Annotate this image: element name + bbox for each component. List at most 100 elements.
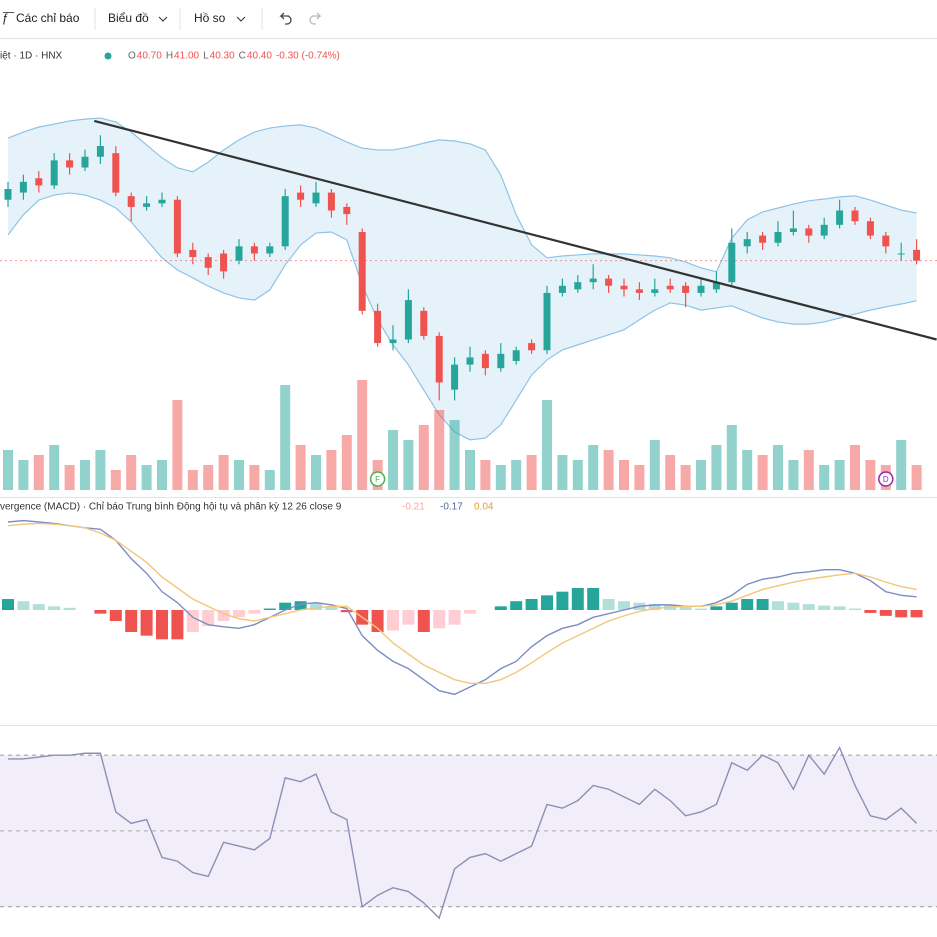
candle-body xyxy=(297,192,305,200)
candle-body xyxy=(789,228,797,232)
macd-histogram-bar xyxy=(510,601,523,610)
macd-histogram-bar xyxy=(772,601,784,610)
macd-histogram-bar xyxy=(125,610,138,632)
candle-body xyxy=(220,253,228,272)
ohlc-key: H xyxy=(166,51,173,62)
signal-value: 0.04 xyxy=(474,502,494,513)
macd-histogram-bar xyxy=(387,610,399,631)
volume-bar xyxy=(280,385,291,490)
macd-histogram-bar xyxy=(156,610,168,640)
macd-histogram-bar xyxy=(556,591,569,610)
toolbar-profile[interactable]: Hồ so xyxy=(194,11,226,25)
macd-histogram-bar xyxy=(417,610,430,632)
chevron[interactable] xyxy=(236,16,246,22)
macd-histogram-bar xyxy=(910,610,923,618)
macd-histogram-bar xyxy=(248,610,261,614)
macd-histogram-bar xyxy=(756,599,769,610)
redo[interactable] xyxy=(309,12,322,25)
candle-body xyxy=(512,350,520,361)
candle-body xyxy=(897,253,905,255)
candle-body xyxy=(697,285,705,293)
toolbar-chart[interactable]: Biểu đồ xyxy=(108,11,149,25)
macd-histogram-bar xyxy=(310,602,322,610)
ohlc-key: C xyxy=(239,51,246,62)
volume-bar xyxy=(480,460,491,490)
candle-body xyxy=(635,289,643,293)
ohlc-value: 40.40 xyxy=(247,51,272,62)
volume-bar xyxy=(896,440,907,490)
volume-bar xyxy=(172,400,183,490)
ohlc-key: L xyxy=(203,51,209,62)
volume-bar xyxy=(234,460,244,490)
bollinger-upper xyxy=(7,117,917,273)
candle-body xyxy=(820,224,828,236)
volume-bar xyxy=(726,425,737,490)
volume-bar xyxy=(49,445,60,490)
volume-bar xyxy=(33,455,44,490)
macd-histogram-bar xyxy=(217,610,230,621)
candle-body xyxy=(805,228,813,236)
volume-bar xyxy=(3,450,13,490)
volume-bar xyxy=(757,455,768,490)
candle-body xyxy=(851,210,859,222)
volume-bar xyxy=(434,410,445,490)
toolbar xyxy=(0,0,937,38)
event-marker xyxy=(369,471,386,487)
volume-bar xyxy=(249,465,260,490)
chevron[interactable] xyxy=(158,16,168,22)
macd-histogram-bar xyxy=(679,607,692,610)
candle-body xyxy=(19,181,27,193)
candle-body xyxy=(651,289,659,293)
candle-body xyxy=(528,343,536,351)
trendline xyxy=(93,119,937,341)
volume-bar xyxy=(341,435,352,490)
candle-body xyxy=(327,192,335,211)
candle-body xyxy=(743,239,751,247)
rsi-line xyxy=(8,745,918,920)
volume-bar xyxy=(64,465,75,490)
macd-line xyxy=(7,519,917,696)
macd-histogram-bar xyxy=(48,606,61,610)
macd-histogram-bar xyxy=(263,608,276,610)
volume-bar xyxy=(80,460,90,490)
volume-bar xyxy=(865,460,876,490)
candle-body xyxy=(343,206,351,215)
volume-bar xyxy=(572,460,583,490)
candle-body xyxy=(81,156,89,168)
volume-bar xyxy=(742,450,753,490)
macd-histogram-bar xyxy=(879,610,892,616)
macd-histogram-bar xyxy=(464,610,476,614)
candle-body xyxy=(574,282,582,290)
volume-bar xyxy=(311,455,321,490)
volume-bar xyxy=(157,460,167,490)
candle-body xyxy=(189,249,197,258)
volume-bar xyxy=(388,430,398,490)
volume-bar xyxy=(449,420,460,490)
undo[interactable] xyxy=(279,12,292,25)
volume-bar xyxy=(773,445,783,490)
macd-histogram-bar xyxy=(202,610,215,627)
volume-bar xyxy=(95,450,106,490)
volume-bar xyxy=(834,460,845,490)
candle-body xyxy=(481,353,489,369)
candle-body xyxy=(666,285,674,290)
macd-histogram-bar xyxy=(864,610,877,613)
volume-bar xyxy=(126,455,137,490)
macd-histogram-bar xyxy=(279,602,292,610)
macd-histogram-bar xyxy=(17,601,30,610)
candle-body xyxy=(66,160,74,168)
candle-body xyxy=(882,235,890,247)
volume-bar xyxy=(18,460,29,490)
candle-body xyxy=(4,189,12,200)
volume-bar xyxy=(680,465,691,490)
macd-histogram-bar xyxy=(32,604,45,610)
candle-body xyxy=(374,310,382,344)
macd-histogram-bar xyxy=(294,601,307,610)
macd-histogram-bar xyxy=(648,604,661,610)
macd-histogram-bar xyxy=(433,610,446,629)
toolbar-indicators[interactable]: Các chỉ báo xyxy=(16,11,80,25)
candle-body xyxy=(682,285,690,293)
macd-histogram-bar xyxy=(109,610,122,621)
volume-bar xyxy=(634,465,645,490)
volume-bar xyxy=(511,460,522,490)
